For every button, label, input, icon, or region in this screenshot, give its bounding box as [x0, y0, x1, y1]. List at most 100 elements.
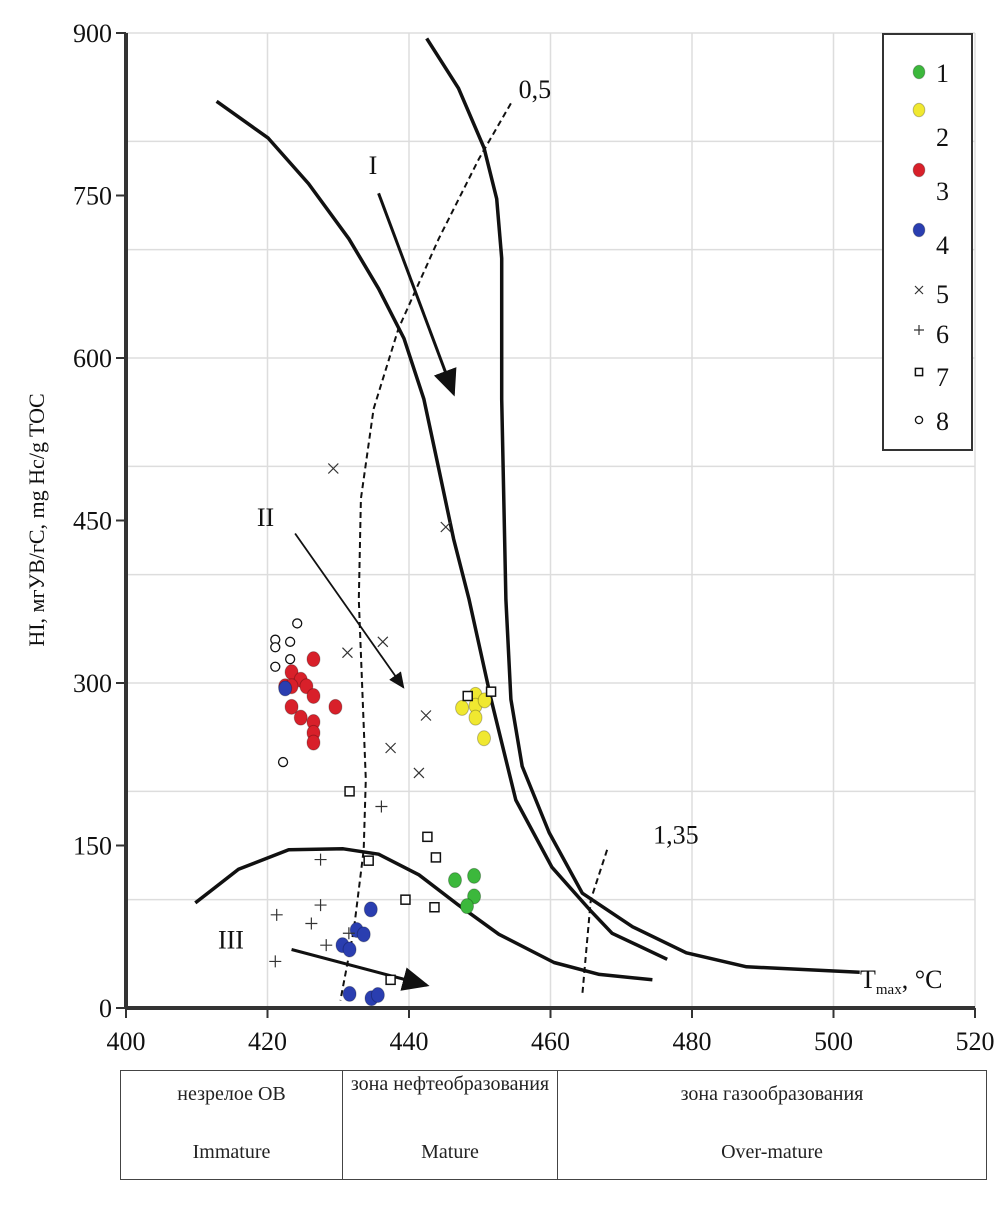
- x-tick-label: 460: [531, 1027, 570, 1056]
- data-point: [305, 917, 318, 930]
- y-axis-label: HI, мгУВ/гС, mg Hc/g TOC: [24, 393, 49, 646]
- data-point: [467, 867, 482, 884]
- data-point: [363, 901, 378, 918]
- zone-ru-label: незрелое ОВ: [177, 1083, 286, 1105]
- data-point: [914, 325, 924, 335]
- data-point: [284, 698, 299, 715]
- data-point: [375, 800, 388, 813]
- maturation-arrow-III: [291, 948, 430, 991]
- data-point: [385, 742, 397, 754]
- data-point: [447, 872, 462, 889]
- zone-en-label: Mature: [421, 1141, 479, 1163]
- y-tick-label: 600: [73, 344, 112, 373]
- y-tick-label: 750: [73, 182, 112, 211]
- legend-label: 8: [936, 407, 949, 436]
- data-point: [284, 636, 296, 647]
- data-point: [320, 939, 333, 952]
- data-point: [429, 902, 440, 913]
- x-tick-label: 480: [673, 1027, 712, 1056]
- legend-label: 2: [936, 123, 949, 152]
- data-point: [476, 730, 491, 747]
- annotation-label: 0,5: [519, 75, 552, 104]
- series-6: [269, 800, 388, 968]
- legend-label: 4: [936, 231, 949, 260]
- x-axis-label-sub: max: [876, 982, 902, 998]
- data-point: [293, 709, 308, 726]
- data-point: [912, 222, 926, 238]
- data-point: [363, 855, 374, 866]
- grid: [126, 32, 976, 1008]
- legend-label: 3: [936, 177, 949, 206]
- y-tick-label: 450: [73, 507, 112, 536]
- zone-immature: незрелое ОВ Immature: [121, 1071, 343, 1179]
- kerogen-type-curve: [215, 99, 668, 961]
- data-point: [420, 710, 432, 721]
- data-point: [284, 654, 296, 665]
- zone-over-mature: зона газообразования Over-mature: [558, 1071, 986, 1179]
- legend-item-1: 1: [912, 59, 949, 88]
- legend-label: 1: [936, 59, 949, 88]
- axes: 400 420 440 460 480 500 520 0 150 300 450 600 750 900: [73, 19, 995, 1056]
- kerogen-type-curve: [425, 37, 860, 975]
- maturation-arrow-I: [377, 192, 457, 397]
- data-point: [422, 831, 433, 843]
- data-point: [342, 941, 357, 958]
- data-point: [914, 415, 924, 425]
- x-tick-label: 520: [956, 1027, 995, 1056]
- data-point: [342, 647, 353, 659]
- data-point: [306, 688, 321, 704]
- data-point: [314, 899, 327, 912]
- data-point: [270, 642, 281, 653]
- data-point: [314, 853, 327, 866]
- data-point: [270, 908, 283, 921]
- isoreflectance-line: [339, 102, 512, 1001]
- x-tick-label: 440: [390, 1027, 429, 1056]
- series-8: [270, 618, 303, 768]
- x-tick-label: 400: [107, 1027, 146, 1056]
- data-point: [370, 987, 385, 1003]
- annotation-label: II: [257, 503, 274, 532]
- y-tick-label: 900: [73, 19, 112, 48]
- series-3: [278, 651, 343, 751]
- legend-item-6: 6: [914, 320, 949, 349]
- data-point: [485, 686, 497, 697]
- isoreflectance-line: [581, 849, 609, 996]
- data-point: [385, 974, 396, 986]
- data-point: [912, 64, 926, 80]
- legend-label: 5: [936, 280, 949, 309]
- data-point: [277, 756, 289, 768]
- data-point: [460, 898, 475, 915]
- zone-ru-label: зона газообразования: [680, 1083, 864, 1105]
- maturity-zones-table: незрелое ОВ Immature зона нефтеобразован…: [120, 1070, 987, 1180]
- data-point: [356, 926, 371, 943]
- series-4: [278, 680, 385, 1007]
- x-tick-label: 420: [248, 1027, 287, 1056]
- x-axis-label-rest: , °C: [902, 965, 943, 994]
- x-tick-label: 500: [814, 1027, 853, 1056]
- data-point: [269, 955, 282, 968]
- legend-item-2: 2: [912, 102, 949, 152]
- legend: 1 2 3 4 5 6 7 8: [882, 33, 973, 451]
- legend-item-3: 3: [912, 162, 949, 206]
- data-point: [306, 651, 321, 668]
- legend-box: [882, 33, 973, 451]
- data-point: [292, 618, 303, 629]
- y-tick-label: 0: [99, 994, 112, 1023]
- data-point: [455, 699, 470, 716]
- y-tick-label: 300: [73, 669, 112, 698]
- data-point: [413, 767, 425, 779]
- annotation-label: III: [218, 925, 244, 954]
- data-point: [327, 463, 339, 474]
- zone-en-label: Immature: [192, 1141, 271, 1163]
- zone-ru-label: зона нефтеобразования: [350, 1073, 550, 1095]
- legend-label: 6: [936, 320, 949, 349]
- annotation-label: I: [369, 151, 378, 180]
- series-1: [447, 867, 482, 915]
- data-point: [462, 690, 473, 702]
- data-point: [914, 285, 924, 295]
- y-tick-label: 150: [73, 832, 112, 861]
- legend-item-8: 8: [914, 407, 949, 436]
- zone-mature: зона нефтеобразования Mature: [343, 1071, 558, 1179]
